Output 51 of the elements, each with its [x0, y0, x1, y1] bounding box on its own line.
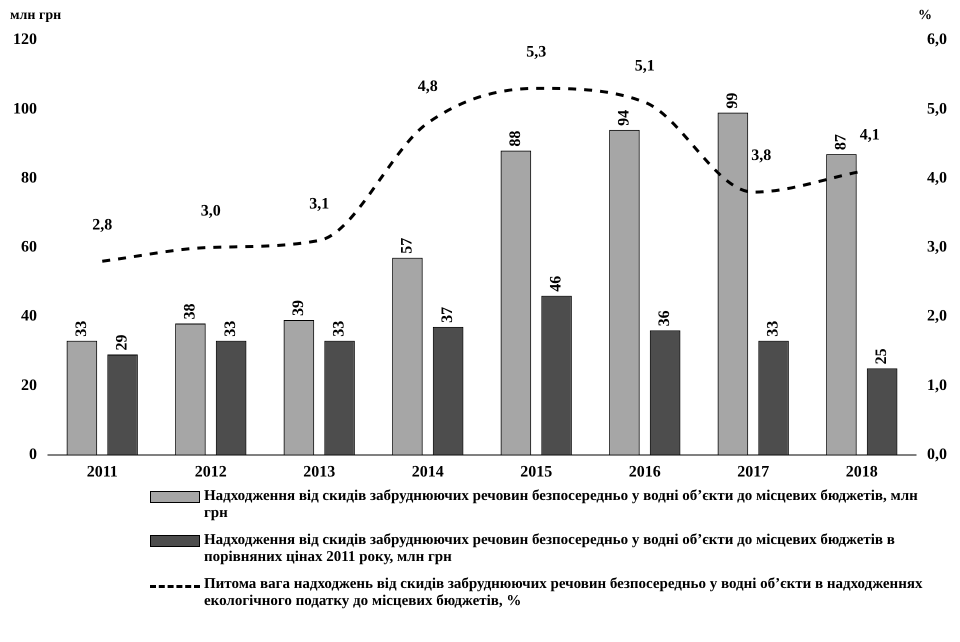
x-tick-label: 2017 [737, 464, 770, 481]
x-tick-label: 2011 [86, 464, 118, 481]
y-tick-label: 20 [21, 376, 37, 394]
y-tick-label: 120 [13, 31, 37, 48]
data-label: 39 [290, 300, 308, 316]
data-label: 99 [724, 92, 742, 109]
legend-label: Надходження від скидів забруднюючих речовин безпосередньо у водні об’єкти до місцевих бюджетів в порівняних цінах 2011 року, млн грн [204, 532, 896, 566]
data-label: 94 [616, 110, 633, 126]
x-tick-label: 2014 [412, 464, 444, 481]
data-label: 5,3 [526, 44, 546, 61]
x-tick-label: 2016 [628, 464, 661, 481]
y2-tick-label: 2,0 [927, 308, 947, 325]
data-label: 4,1 [860, 126, 880, 144]
data-label: 5,1 [634, 57, 655, 74]
legend-label: Надходження від скидів забруднюючих речовин безпосередньо у водні об’єкти до місцевих бюджетів, млн грн [204, 488, 919, 522]
data-label: 38 [182, 303, 199, 320]
data-label: 3,8 [751, 147, 772, 164]
legend-label: Питома вага надходжень від скидів забруднюючих речовин безпосередньо у водні об’єкти в надходженнях екологічного податку до місцевих бюджетів, % [204, 576, 924, 610]
data-label: 37 [439, 306, 456, 323]
x-tick-label: 2012 [194, 464, 227, 481]
y2-tick-label: 0,0 [927, 446, 947, 463]
y-tick-label: 0 [29, 446, 37, 463]
y-tick-label: 100 [13, 100, 37, 118]
y2-tick-label: 5,0 [927, 100, 947, 118]
y2-axis-title: % [918, 8, 932, 24]
data-label: 57 [398, 238, 416, 254]
x-tick-label: 2013 [303, 464, 336, 481]
y-tick-label: 80 [21, 169, 37, 186]
data-label: 46 [548, 276, 565, 292]
y-tick-label: 40 [21, 308, 37, 325]
data-label: 33 [330, 320, 348, 337]
y2-tick-label: 6,0 [927, 31, 947, 48]
data-label: 25 [873, 348, 890, 364]
x-tick-label: 2018 [846, 464, 878, 481]
y2-tick-label: 4,0 [927, 169, 947, 186]
data-label: 33 [764, 320, 782, 337]
data-label: 29 [114, 334, 131, 351]
y-axis-title: млн грн [10, 8, 62, 24]
y2-tick-label: 3,0 [927, 238, 947, 256]
data-label: 3,0 [200, 202, 221, 220]
data-label: 87 [832, 134, 850, 150]
y2-tick-label: 1,0 [927, 376, 947, 394]
data-label: 33 [222, 320, 240, 337]
y-tick-label: 60 [21, 238, 37, 256]
data-label: 88 [507, 130, 524, 147]
data-label: 36 [656, 310, 674, 326]
data-label: 3,1 [309, 196, 330, 213]
x-tick-label: 2015 [520, 464, 552, 481]
data-label: 2,8 [92, 216, 112, 234]
data-label: 33 [73, 320, 90, 337]
data-label: 4,8 [418, 78, 438, 96]
